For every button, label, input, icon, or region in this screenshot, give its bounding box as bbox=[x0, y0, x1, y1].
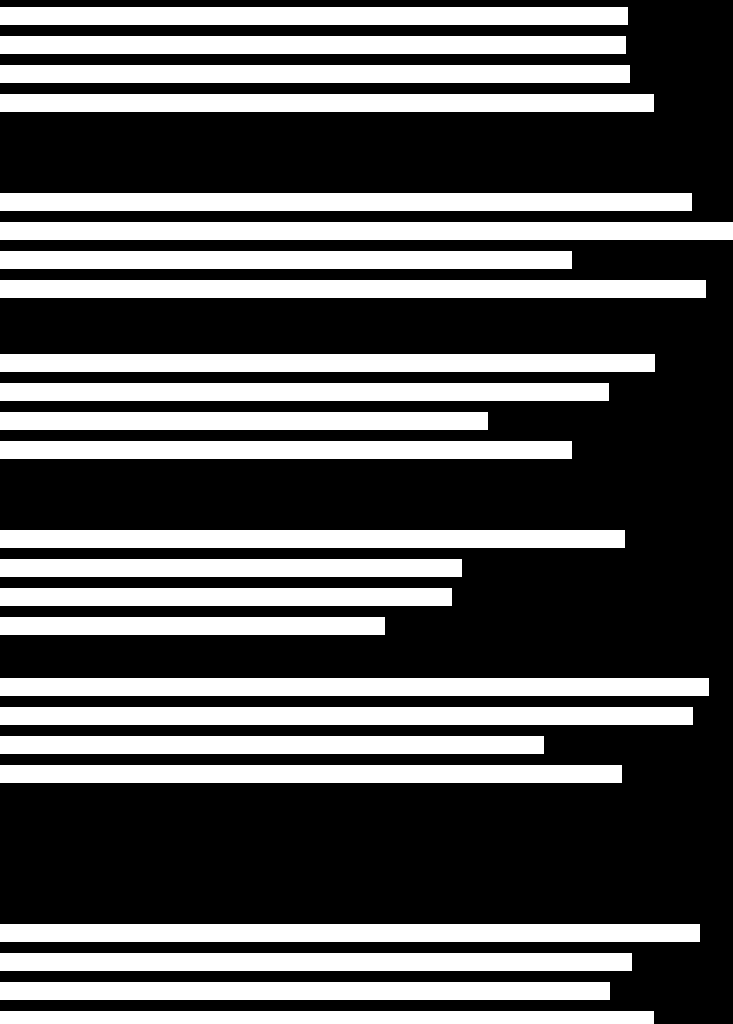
bar-10 bbox=[0, 412, 488, 430]
bar-20 bbox=[0, 924, 700, 942]
bar-8 bbox=[0, 354, 655, 372]
bar-18 bbox=[0, 736, 544, 754]
bar-0 bbox=[0, 7, 628, 25]
bar-14 bbox=[0, 588, 452, 606]
bar-4 bbox=[0, 193, 692, 211]
bar-17 bbox=[0, 707, 693, 725]
bar-11 bbox=[0, 441, 572, 459]
bar-23 bbox=[0, 1011, 654, 1024]
bar-9 bbox=[0, 383, 609, 401]
bar-13 bbox=[0, 559, 462, 577]
bar-21 bbox=[0, 953, 632, 971]
bar-5 bbox=[0, 222, 733, 240]
bar-12 bbox=[0, 530, 625, 548]
bar-chart bbox=[0, 0, 733, 1024]
bar-6 bbox=[0, 251, 572, 269]
bar-16 bbox=[0, 678, 709, 696]
bar-7 bbox=[0, 280, 706, 298]
bar-3 bbox=[0, 94, 654, 112]
bar-19 bbox=[0, 765, 622, 783]
bar-15 bbox=[0, 617, 385, 635]
bar-2 bbox=[0, 65, 630, 83]
bar-22 bbox=[0, 982, 610, 1000]
bar-1 bbox=[0, 36, 626, 54]
